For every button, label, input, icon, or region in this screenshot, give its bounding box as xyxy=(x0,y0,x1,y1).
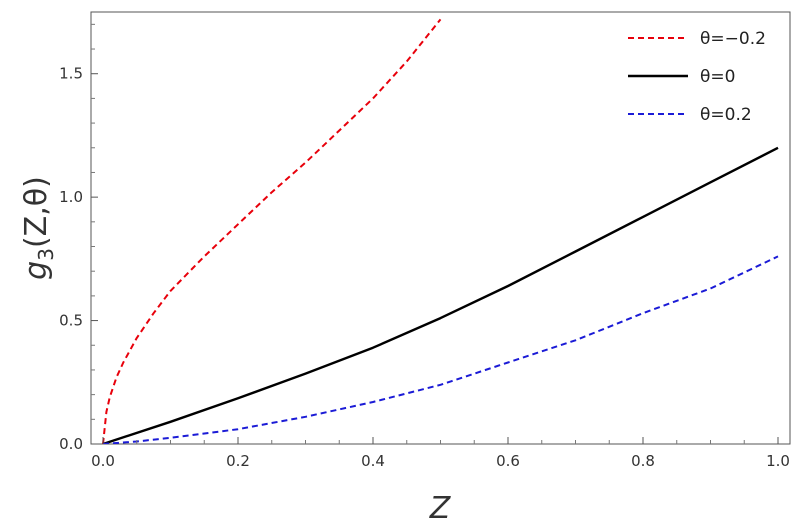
y-axis-label-subscript: 3 xyxy=(34,248,58,261)
series-line-1 xyxy=(102,146,779,444)
series-line-2 xyxy=(102,255,779,444)
y-tick-label: 0.0 xyxy=(59,435,83,453)
y-axis-label: g3(Z,θ) xyxy=(19,176,58,280)
series-layer xyxy=(102,18,779,444)
legend-label-0: θ=−0.2 xyxy=(700,29,766,49)
series-line-0 xyxy=(102,18,442,444)
x-axis-label: Z xyxy=(429,491,452,524)
x-tick-label: 0.6 xyxy=(496,452,520,470)
legend-label-1: θ=0 xyxy=(700,67,735,87)
legend-label-2: θ=0.2 xyxy=(700,105,752,125)
y-axis-label-base: g xyxy=(19,261,54,280)
y-tick-label: 1.5 xyxy=(59,65,83,83)
x-tick-label: 1.0 xyxy=(766,452,790,470)
legend: θ=−0.2 θ=0 θ=0.2 xyxy=(628,29,766,125)
y-tick-label: 1.0 xyxy=(59,188,83,206)
x-tick-label: 0.0 xyxy=(91,452,115,470)
tick-layer: 0.0 0.2 0.4 0.6 0.8 1.0 0.0 0.5 1.0 1.5 xyxy=(59,23,790,470)
x-tick-label: 0.8 xyxy=(631,452,655,470)
x-tick-label: 0.4 xyxy=(361,452,385,470)
y-tick-label: 0.5 xyxy=(59,312,83,330)
x-tick-label: 0.2 xyxy=(226,452,250,470)
y-axis-label-args: (Z,θ) xyxy=(19,176,54,248)
